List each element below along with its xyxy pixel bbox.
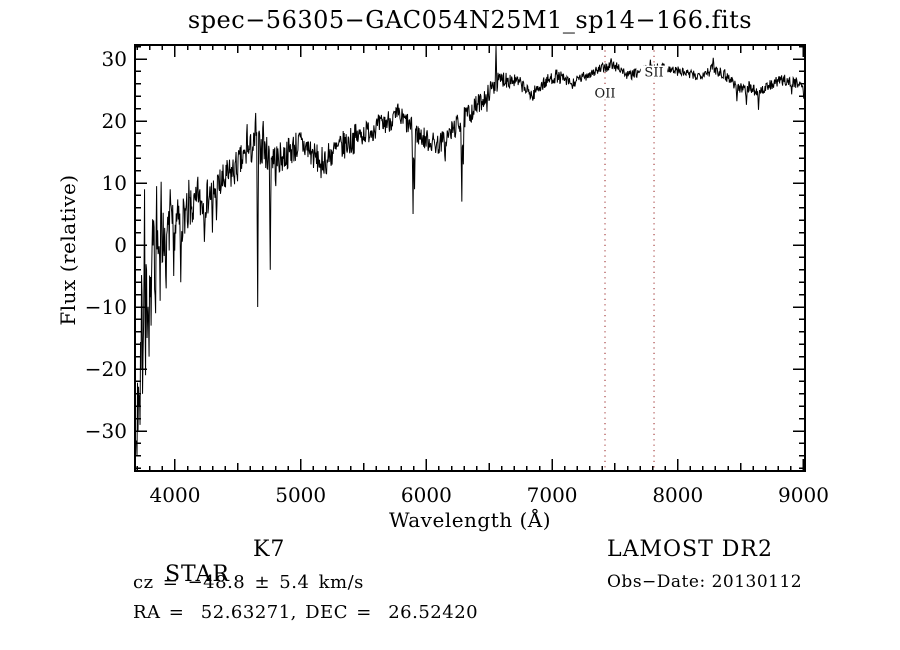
ra-dec: RA = 52.63271, DEC = 26.52420 bbox=[133, 602, 479, 623]
x-tick-label: 4000 bbox=[150, 483, 201, 507]
y-tick-label: 20 bbox=[102, 109, 127, 133]
marker-label-bg bbox=[591, 86, 619, 100]
y-tick-label: 30 bbox=[102, 47, 127, 71]
x-tick-label: 8000 bbox=[652, 483, 703, 507]
survey-label: LAMOST DR2 bbox=[607, 537, 773, 562]
plot-title: spec−56305−GAC054N25M1_sp14−166.fits bbox=[187, 6, 753, 34]
x-axis-label: Wavelength (Å) bbox=[388, 508, 552, 532]
marker-label-oii: OII bbox=[595, 87, 616, 102]
object-class: STAR bbox=[164, 562, 230, 587]
y-axis-label: Flux (relative) bbox=[56, 174, 80, 326]
y-tick-label: 0 bbox=[114, 233, 127, 257]
y-tick-label: 10 bbox=[102, 171, 127, 195]
x-tick-label: 7000 bbox=[527, 483, 578, 507]
y-tick-label: −20 bbox=[85, 357, 127, 381]
x-tick-label: 5000 bbox=[275, 483, 326, 507]
spectrum-line bbox=[135, 45, 805, 456]
object-subclass: K7 bbox=[253, 537, 286, 562]
x-tick-label: 6000 bbox=[401, 483, 452, 507]
obs-date: Obs−Date: 20130112 bbox=[607, 572, 803, 592]
marker-label-bg bbox=[640, 65, 668, 79]
marker-label-sii: SII bbox=[644, 66, 663, 81]
y-tick-label: −10 bbox=[85, 295, 127, 319]
plot-frame bbox=[134, 44, 806, 472]
x-tick-label: 9000 bbox=[778, 483, 829, 507]
axis-ticks bbox=[135, 45, 805, 471]
y-tick-label: −30 bbox=[85, 419, 127, 443]
object-class-line: STAR K7 bbox=[133, 537, 284, 637]
radial-velocity: cz = −48.8 ± 5.4 km/s bbox=[133, 572, 364, 593]
